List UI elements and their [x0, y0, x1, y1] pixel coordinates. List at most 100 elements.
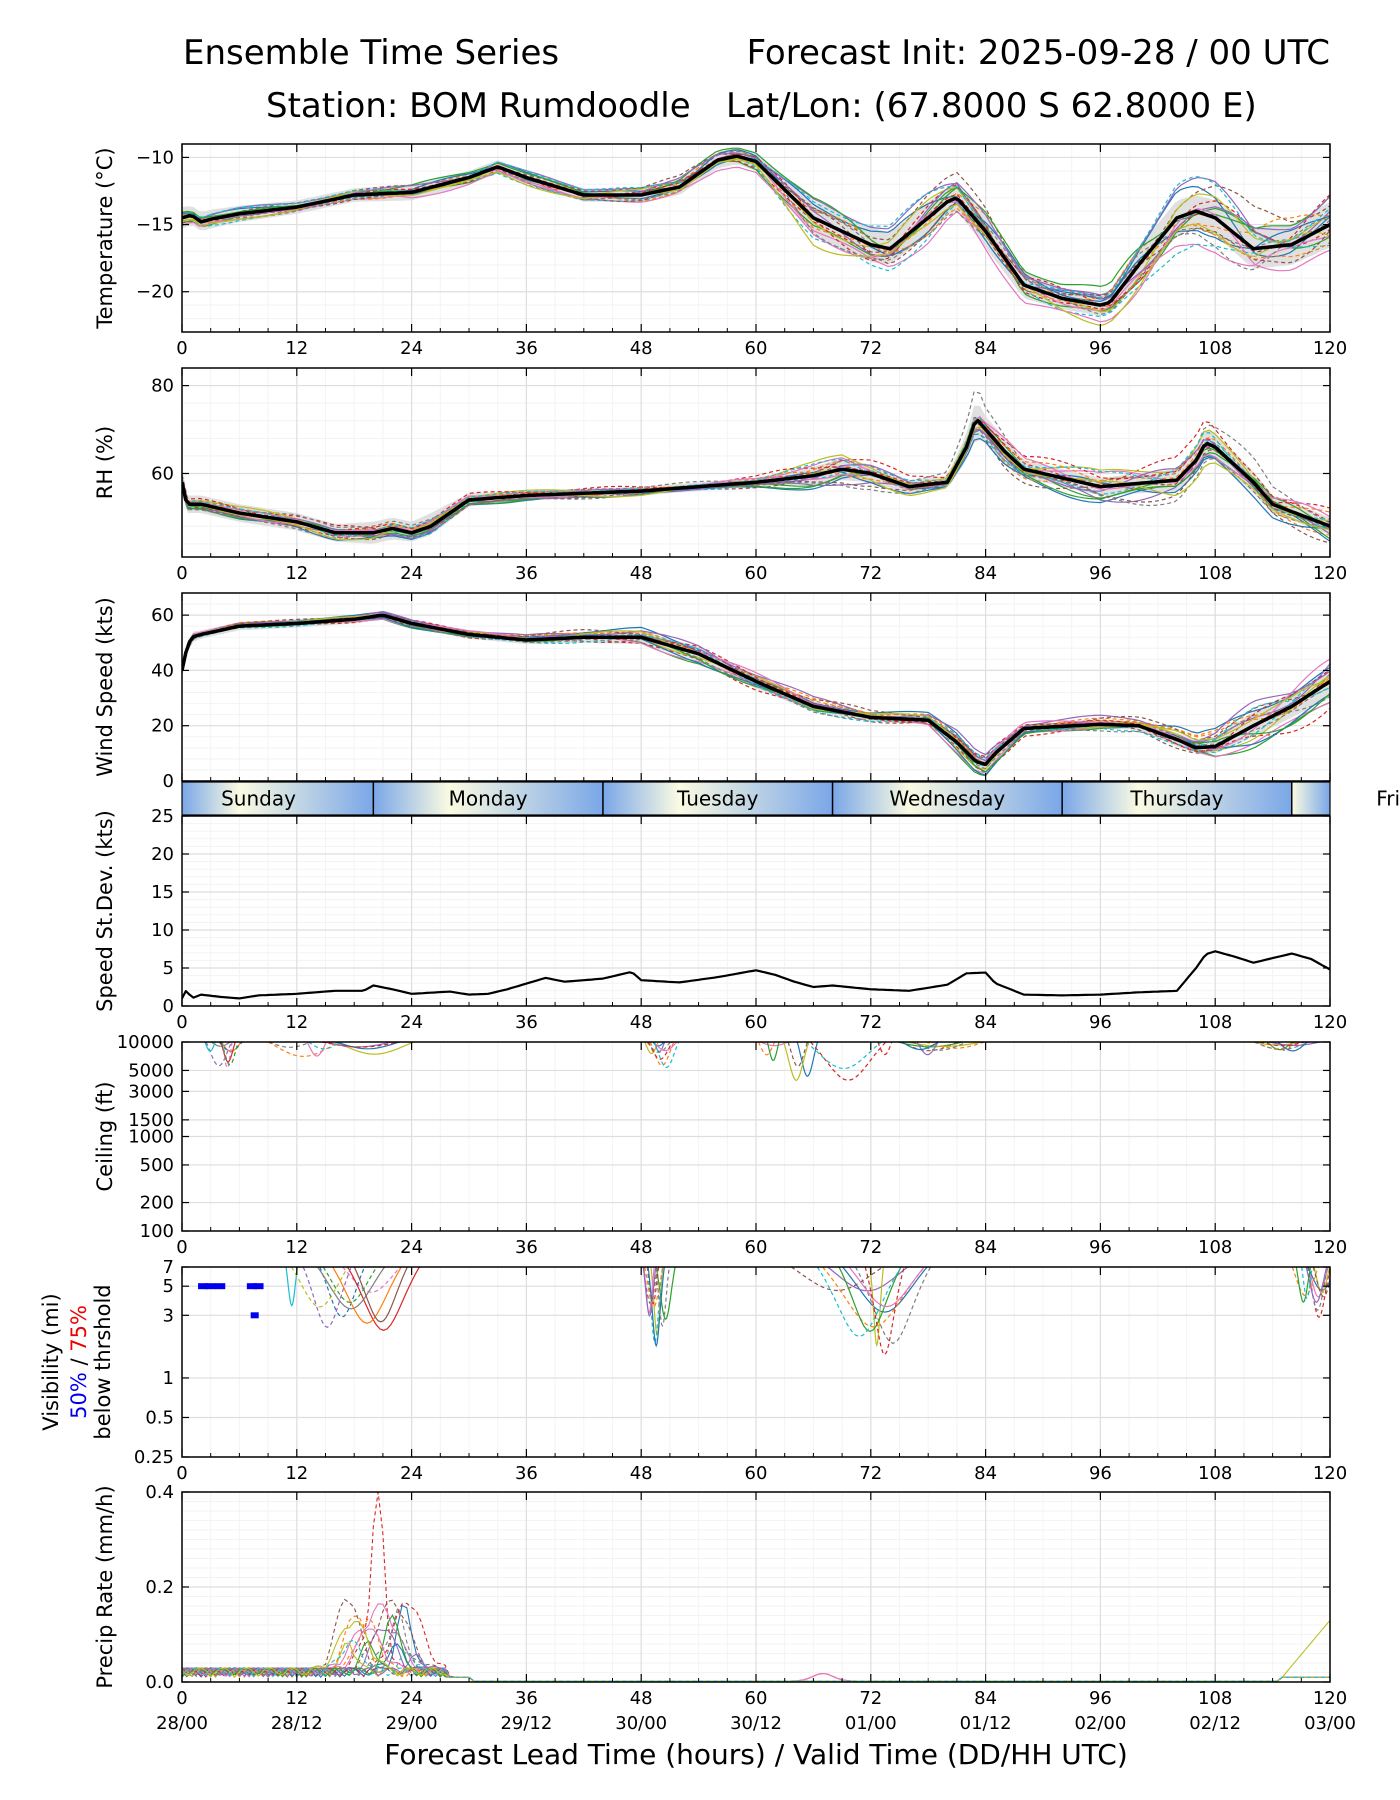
x-tick-label: 36	[515, 338, 538, 359]
x-tick-label: 36	[515, 1012, 538, 1033]
spread-band	[182, 405, 1330, 544]
x-tick-label: 84	[974, 1688, 997, 1709]
member-line	[267, 1042, 339, 1058]
x-tick-label: 24	[400, 338, 423, 359]
member-line	[182, 416, 1330, 535]
member-line	[655, 1267, 670, 1328]
member-line	[1305, 1267, 1328, 1303]
chart-title-init: Forecast Init: 2025-09-28 / 00 UTC	[746, 33, 1330, 73]
member-line	[204, 1042, 216, 1052]
y-axis-title: Ceiling (ft)	[93, 1081, 117, 1191]
member-line	[854, 1267, 932, 1345]
plot-area-visibility	[182, 1267, 1330, 1457]
y-tick-label: 20	[151, 844, 174, 865]
member-line	[317, 1267, 386, 1310]
x-tick-label: 36	[515, 1237, 538, 1258]
x-tick-label: 36	[515, 1688, 538, 1709]
plot-area-precip_rate	[182, 1492, 1330, 1682]
member-line	[353, 1267, 408, 1323]
member-line	[1301, 1267, 1313, 1300]
x-tick-label: 12	[285, 1688, 308, 1709]
valid-time-label: 30/12	[730, 1713, 782, 1734]
x-tick-label: 96	[1089, 1463, 1112, 1484]
chart-title-left: Ensemble Time Series	[183, 33, 560, 73]
member-line	[822, 1267, 926, 1328]
plot-area-wind_speed	[182, 593, 1330, 781]
y-axis-title: Wind Speed (kts)	[93, 597, 117, 777]
member-line	[321, 1042, 401, 1048]
member-line	[322, 1267, 378, 1304]
member-line	[227, 1267, 238, 1343]
member-line	[912, 1042, 967, 1051]
x-tick-label: 36	[515, 563, 538, 584]
x-tick-label: 48	[630, 1237, 653, 1258]
member-line	[227, 1267, 270, 1299]
member-line	[182, 418, 1330, 532]
chart-title-latlon: Lat/Lon: (67.8000 S 62.8000 E)	[726, 86, 1257, 126]
chart-title-station: Station: BOM Rumdoodle	[266, 86, 691, 126]
threshold-50-marker	[198, 1283, 209, 1290]
x-tick-label: 0	[176, 338, 187, 359]
threshold-sep: /	[67, 1352, 91, 1372]
threshold-50-label: 50%	[67, 1372, 91, 1419]
member-line	[1307, 1267, 1330, 1318]
x-tick-label: 84	[974, 1237, 997, 1258]
x-tick-label: 24	[400, 1012, 423, 1033]
member-line	[347, 1267, 420, 1331]
valid-time-label: 29/12	[500, 1713, 552, 1734]
plot-area-temperature	[182, 144, 1330, 332]
x-tick-label: 120	[1313, 1688, 1347, 1709]
y-tick-label: 0.25	[134, 1447, 174, 1468]
member-line	[653, 1042, 678, 1052]
y-tick-label: 0.0	[145, 1672, 174, 1693]
y-tick-label: 3000	[128, 1081, 174, 1102]
x-tick-label: 48	[630, 338, 653, 359]
member-line	[653, 1042, 666, 1053]
panel-precip_rate: 0.0 0.2 0.4 0 12 24 36 48 60 72 84 96 108 120 Precip R…	[93, 1482, 1347, 1709]
member-line	[182, 156, 1330, 318]
member-line	[901, 1042, 939, 1051]
y-tick-label: 1000	[128, 1127, 174, 1148]
member-line	[227, 1267, 256, 1297]
member-line	[1268, 1042, 1321, 1047]
x-tick-label: 48	[630, 1012, 653, 1033]
member-line	[199, 1267, 244, 1296]
y-tick-label: 0.2	[145, 1577, 174, 1598]
x-tick-label: 60	[745, 1688, 768, 1709]
y-tick-label: −15	[136, 215, 174, 236]
x-tick-label: 12	[285, 1463, 308, 1484]
member-line	[842, 1267, 928, 1313]
x-tick-label: 84	[974, 1463, 997, 1484]
y-axis-title: RH (%)	[93, 426, 117, 499]
x-tick-label: 72	[859, 1463, 882, 1484]
member-line	[869, 1267, 884, 1348]
y-tick-label: 10	[151, 920, 174, 941]
member-line	[308, 1042, 341, 1050]
y-tick-label: 7	[163, 1257, 174, 1278]
member-line	[646, 1042, 671, 1054]
member-line	[864, 1267, 905, 1356]
y-tick-label: 0.4	[145, 1482, 174, 1503]
x-axis-title: Forecast Lead Time (hours) / Valid Time …	[384, 1738, 1128, 1771]
y-tick-label: 15	[151, 882, 174, 903]
member-line	[221, 1042, 239, 1066]
panel-wind_speed: 0 20 40 60 Wind Speed (kts)	[93, 592, 1331, 792]
day-label: Monday	[449, 787, 528, 811]
x-tick-label: 60	[745, 1237, 768, 1258]
member-line	[205, 1042, 233, 1067]
x-tick-label: 120	[1313, 1012, 1347, 1033]
member-line	[838, 1267, 902, 1333]
member-line	[268, 1042, 312, 1048]
x-tick-label: 72	[859, 1012, 882, 1033]
x-tick-label: 96	[1089, 338, 1112, 359]
member-line	[790, 1267, 884, 1292]
x-tick-label: 0	[176, 563, 187, 584]
member-line	[335, 1042, 414, 1055]
valid-time-label: 01/12	[960, 1713, 1012, 1734]
member-line	[649, 1042, 675, 1067]
y-tick-label: 5	[163, 1276, 174, 1297]
member-line	[285, 1267, 298, 1307]
x-tick-label: 72	[859, 563, 882, 584]
